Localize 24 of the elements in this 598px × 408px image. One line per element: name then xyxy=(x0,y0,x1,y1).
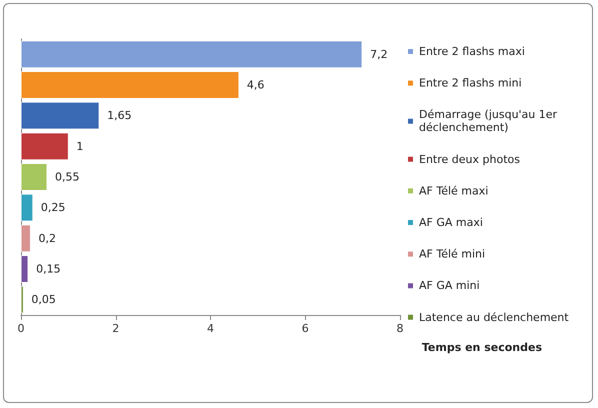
x-axis-title: Temps en secondes xyxy=(422,341,542,354)
legend-label: Démarrage (jusqu'au 1er déclenchement) xyxy=(419,108,561,134)
legend-label: Latence au déclenchement xyxy=(419,310,570,324)
data-label: 0,05 xyxy=(31,293,56,306)
x-tick-label: 6 xyxy=(302,322,309,335)
x-tick-label: 8 xyxy=(396,322,404,335)
data-label: 1 xyxy=(76,140,84,153)
x-tick-label: 4 xyxy=(207,322,214,335)
legend-label: Entre deux photos xyxy=(419,152,520,166)
data-label: 0,25 xyxy=(40,201,66,214)
data-label: 1,65 xyxy=(107,109,132,122)
data-label: 0,2 xyxy=(38,232,56,245)
x-tick-label: 0 xyxy=(18,322,24,335)
legend-label: AF GA mini xyxy=(419,279,480,292)
data-label: 0,15 xyxy=(36,262,61,276)
x-tick-label: 2 xyxy=(112,322,120,335)
legend-label: AF Télé mini xyxy=(419,248,486,261)
legend-label: Entre 2 flashs maxi xyxy=(419,45,525,58)
legend-label: Entre 2 flashs mini xyxy=(419,76,522,90)
data-label: 4,6 xyxy=(246,78,264,92)
legend-label: AF GA maxi xyxy=(419,216,483,229)
legend-label: AF Télé maxi xyxy=(419,184,488,198)
data-label: 0,55 xyxy=(55,170,80,184)
data-label: 7,2 xyxy=(370,48,388,61)
